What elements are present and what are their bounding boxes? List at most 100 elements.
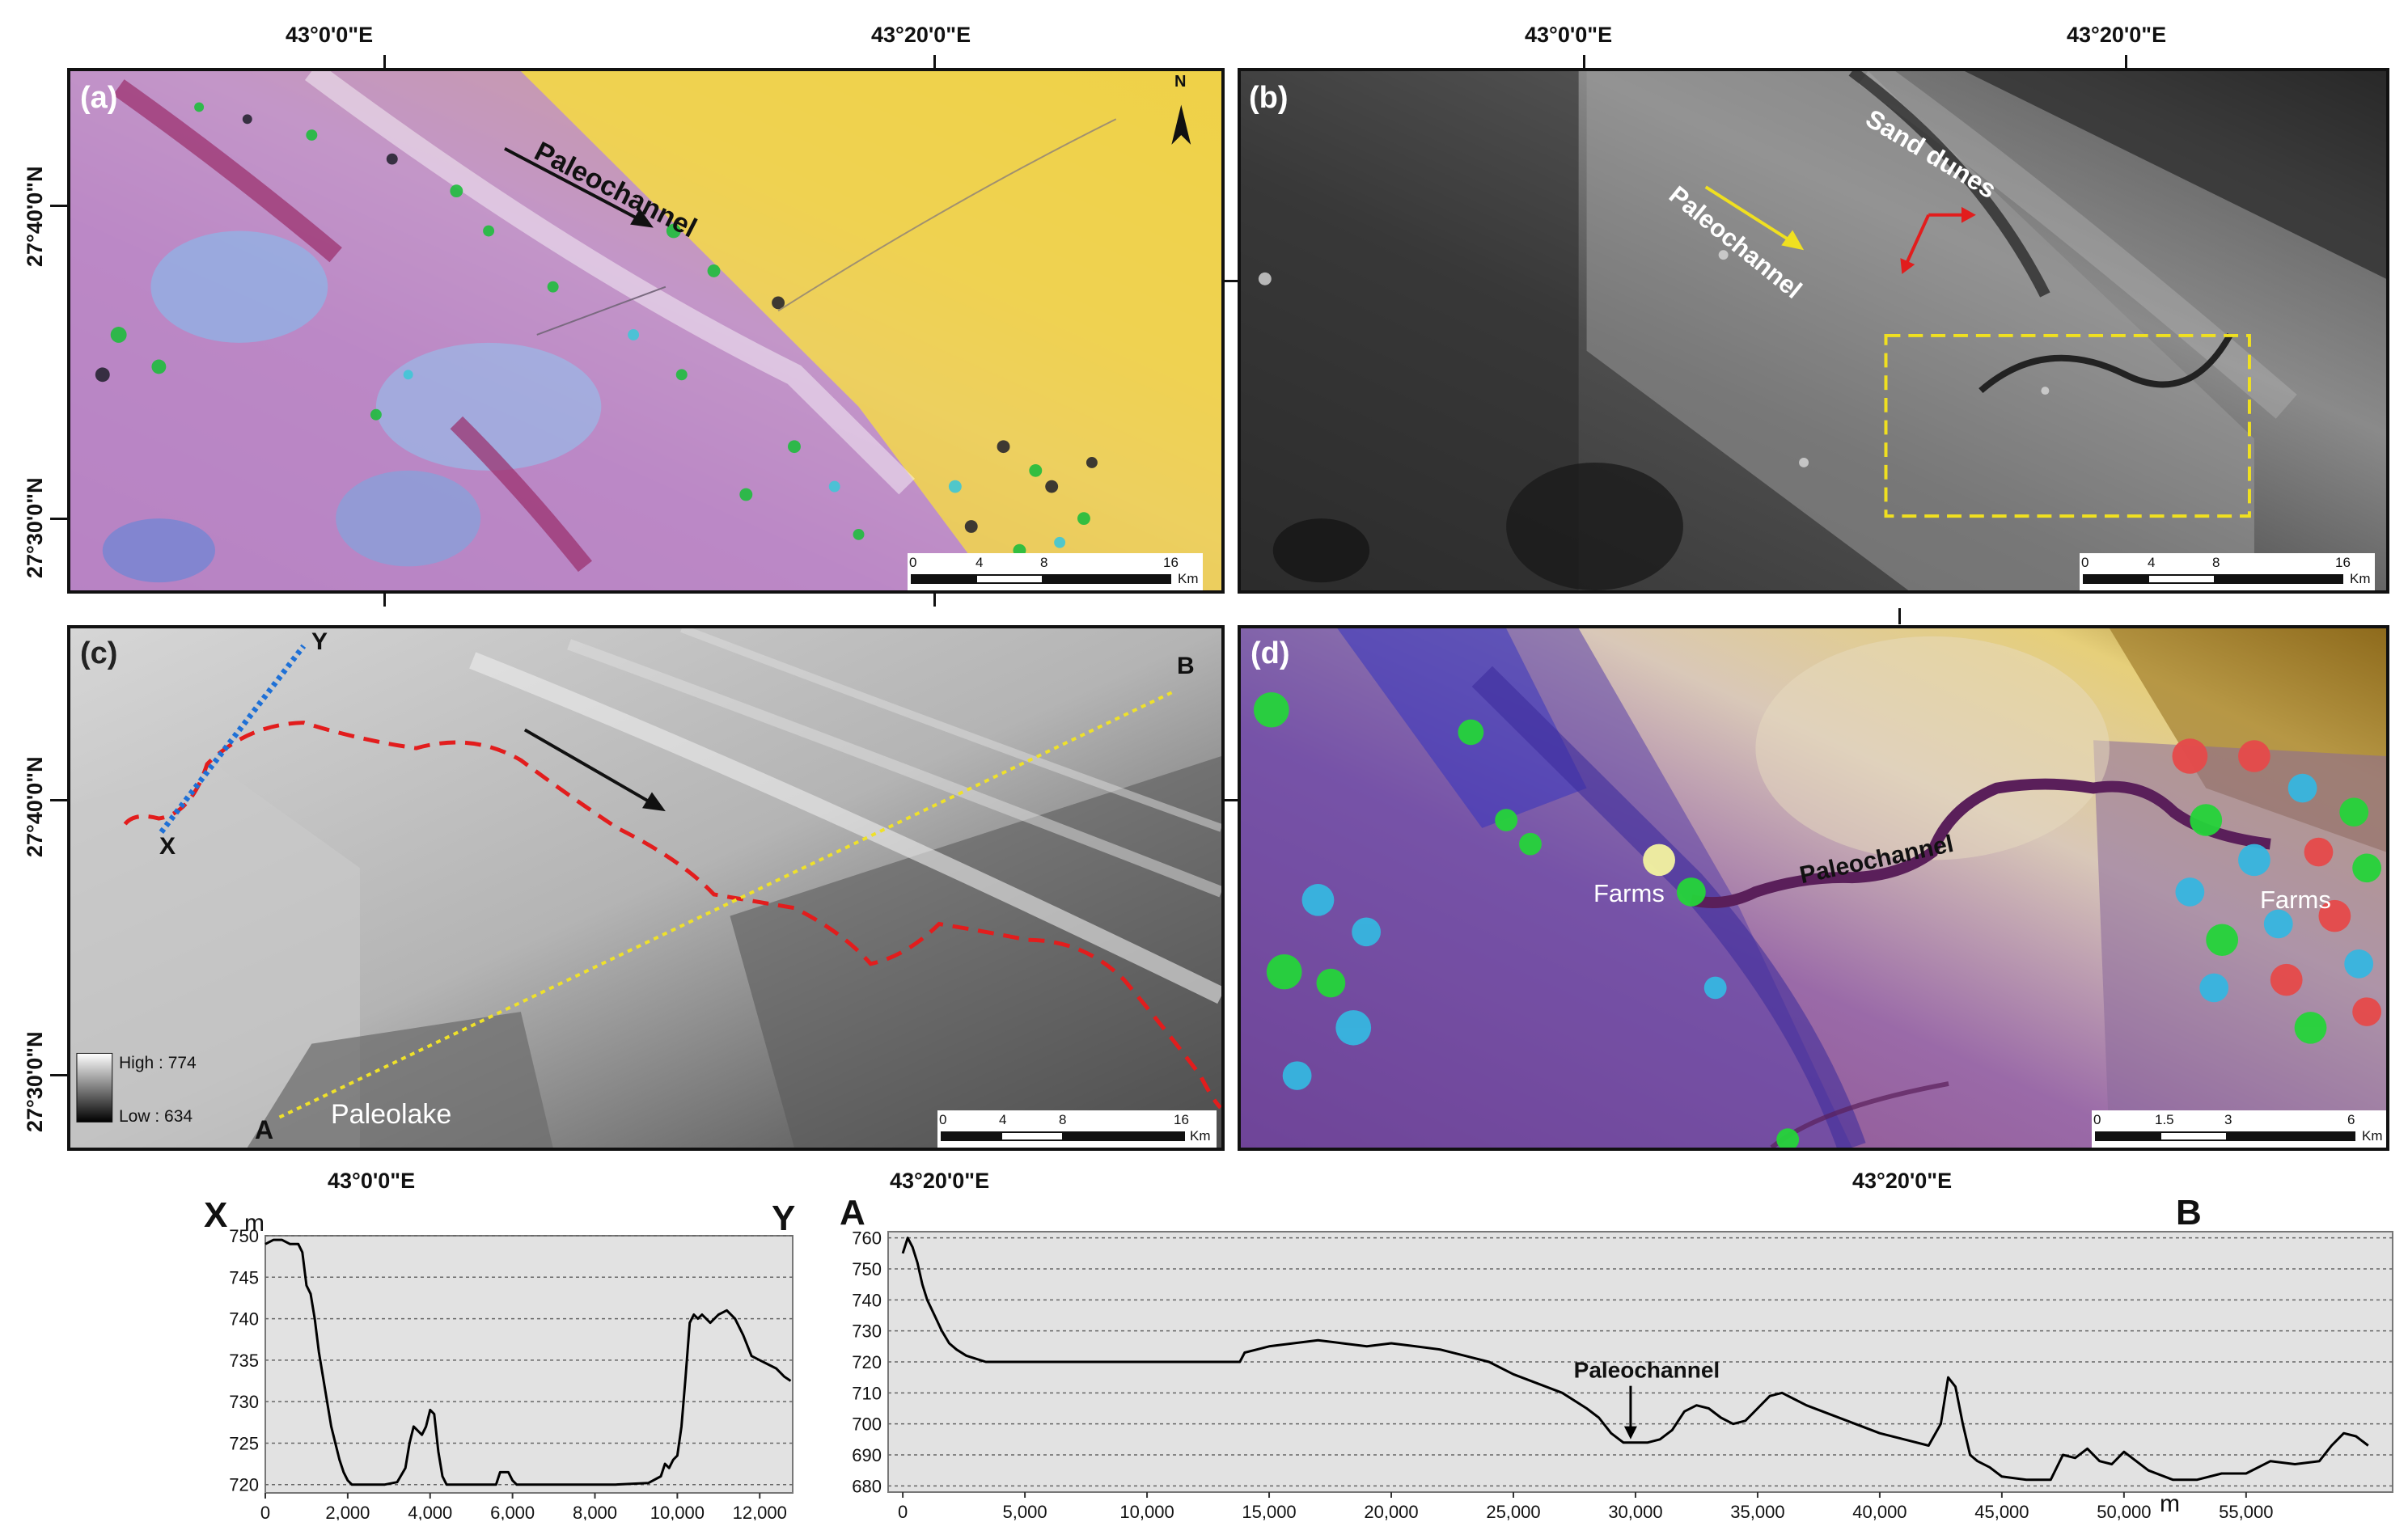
scale-unit: Km: [1178, 571, 1199, 586]
lon-label-d: 43°20'0"E: [1852, 1169, 1953, 1193]
tick-mark: [1583, 55, 1585, 70]
x-tick-label: 35,000: [1730, 1502, 1784, 1522]
tick-mark: [933, 55, 936, 70]
y-tick-label: 735: [229, 1351, 259, 1371]
scale-tick-label: 8: [1059, 1112, 1067, 1127]
tick-mark: [383, 55, 386, 70]
flow-arrow-head-icon: [1781, 230, 1805, 251]
scale-tick-label: 0: [939, 1112, 947, 1127]
y-tick-label: 700: [852, 1414, 882, 1435]
scale-bar: 0 4 8 16 Km: [908, 553, 1203, 590]
panel-a-label: (a): [80, 81, 118, 115]
lon-label-b-right: 43°20'0"E: [2067, 23, 2167, 47]
profile-chart-ab: 680 690 700 710 720 730 740 750 760 0 5,000 10,000 1…: [833, 1193, 2398, 1524]
tick-mark: [50, 205, 68, 207]
panel-b-grayscale-image: (b) Paleochannel Sand dunes 0 4 8 16 Km: [1238, 68, 2389, 594]
legend-low-label: Low : 634: [119, 1107, 193, 1126]
scale-bar-segments: [941, 1131, 1185, 1141]
paleolake-label: Paleolake: [331, 1099, 452, 1130]
scale-bar: 0 4 8 16 Km: [937, 1110, 1217, 1148]
point-b-label: B: [1177, 653, 1195, 679]
x-tick-label: 10,000: [1119, 1502, 1174, 1522]
x-tick-label: 40,000: [1852, 1502, 1907, 1522]
scale-tick-label: 16: [1163, 555, 1179, 570]
profile-start-label: X: [204, 1195, 228, 1235]
scale-unit: Km: [2350, 571, 2371, 586]
flow-arrow-head-icon: [630, 208, 654, 228]
paleochannel-feature: [1690, 778, 2271, 908]
x-tick-label: 12,000: [733, 1503, 787, 1520]
lon-label-a-right: 43°20'0"E: [871, 23, 971, 47]
x-tick-label: 0: [260, 1503, 270, 1520]
x-tick-label: 6,000: [490, 1503, 535, 1520]
scale-tick-label: 3: [2224, 1112, 2232, 1127]
x-tick-label: 10,000: [650, 1503, 705, 1520]
panel-c-image: [70, 628, 1221, 1148]
y-tick-label: 725: [229, 1433, 259, 1453]
y-tick-label: 740: [229, 1309, 259, 1330]
flow-arrow-icon: [504, 147, 642, 222]
point-a-label: A: [255, 1115, 274, 1144]
profile-end-label: Y: [772, 1199, 796, 1238]
y-tick-label: 680: [852, 1476, 882, 1496]
y-tick-label: 730: [229, 1392, 259, 1412]
x-tick-label: 8,000: [573, 1503, 617, 1520]
y-tick-label: 760: [852, 1228, 882, 1249]
profile-y-unit: m: [244, 1210, 264, 1237]
legend-high-label: High : 774: [119, 1054, 197, 1072]
x-tick-label: 0: [898, 1502, 908, 1522]
x-tick-label: 15,000: [1242, 1502, 1296, 1522]
y-tick-label: 710: [852, 1383, 882, 1403]
lon-label-c-left: 43°0'0"E: [328, 1169, 416, 1193]
x-tick-label: 30,000: [1608, 1502, 1662, 1522]
x-tick-label: 20,000: [1364, 1502, 1418, 1522]
scale-tick-label: 16: [2335, 555, 2351, 570]
lon-label-b-left: 43°0'0"E: [1525, 23, 1613, 47]
lat-label-c-top: 27°40'0"N: [23, 756, 47, 857]
scale-tick-label: 4: [975, 555, 984, 570]
scale-tick-label: 4: [999, 1112, 1007, 1127]
north-arrow-icon: [1171, 104, 1191, 145]
panel-c-elevation-map: (c) Y X B A Paleolake High : 774 Low : 6…: [67, 625, 1225, 1151]
tick-mark: [50, 1074, 68, 1076]
lat-label-a-top: 27°40'0"N: [23, 166, 47, 267]
profile-end-label: B: [2176, 1193, 2202, 1232]
north-label: N: [1174, 73, 1187, 91]
scale-tick-label: 8: [2212, 555, 2220, 570]
tick-mark: [1221, 280, 1238, 282]
scale-tick-label: 16: [1174, 1112, 1189, 1127]
panel-a-image: [70, 71, 1221, 590]
panel-b-image: [1241, 71, 2386, 590]
scale-tick-label: 0: [2093, 1112, 2101, 1127]
x-tick-label: 45,000: [1974, 1502, 2029, 1522]
farms-label-left: Farms: [1593, 879, 1665, 907]
lon-label-c-right: 43°20'0"E: [890, 1169, 990, 1193]
profile-chart-xy: 720 725 730 735 740 745 750 0 2,000 4,000 6,000 8,0…: [202, 1195, 817, 1520]
x-tick-label: 5,000: [1003, 1502, 1047, 1522]
tick-mark: [50, 799, 68, 801]
lon-label-a-left: 43°0'0"E: [286, 23, 374, 47]
elevation-profile-line: [901, 1237, 2369, 1482]
scale-tick-label: 1.5: [2155, 1112, 2174, 1127]
elevation-profile-line: [264, 1238, 792, 1486]
profile-start-label: A: [840, 1193, 865, 1232]
x-tick-label: 2,000: [325, 1503, 370, 1520]
scale-tick-label: 0: [909, 555, 917, 570]
flow-arrow-head-icon: [642, 792, 666, 812]
scale-bar-segments: [2083, 574, 2343, 584]
tick-mark: [933, 592, 936, 607]
profile-line-ab: [278, 691, 1174, 1119]
profile-line-xy: [159, 644, 307, 834]
panel-b-label: (b): [1249, 81, 1289, 115]
lat-label-c-bottom: 27°30'0"N: [23, 1031, 47, 1132]
zoom-extent-rectangle: [1884, 333, 2251, 518]
tick-mark: [1221, 799, 1238, 801]
tick-mark: [2125, 55, 2127, 70]
paleochannel-trace: [123, 721, 1221, 1110]
lat-label-a-bottom: 27°30'0"N: [23, 477, 47, 578]
profile-chart-xy-svg: 720 725 730 735 740 745 750 0 2,000 4,000 6,000 8,0…: [229, 1226, 793, 1520]
x-tick-label: 25,000: [1486, 1502, 1540, 1522]
y-tick-label: 720: [852, 1352, 882, 1372]
annotation-label: Paleochannel: [1574, 1358, 1720, 1383]
scale-tick-label: 6: [2347, 1112, 2355, 1127]
